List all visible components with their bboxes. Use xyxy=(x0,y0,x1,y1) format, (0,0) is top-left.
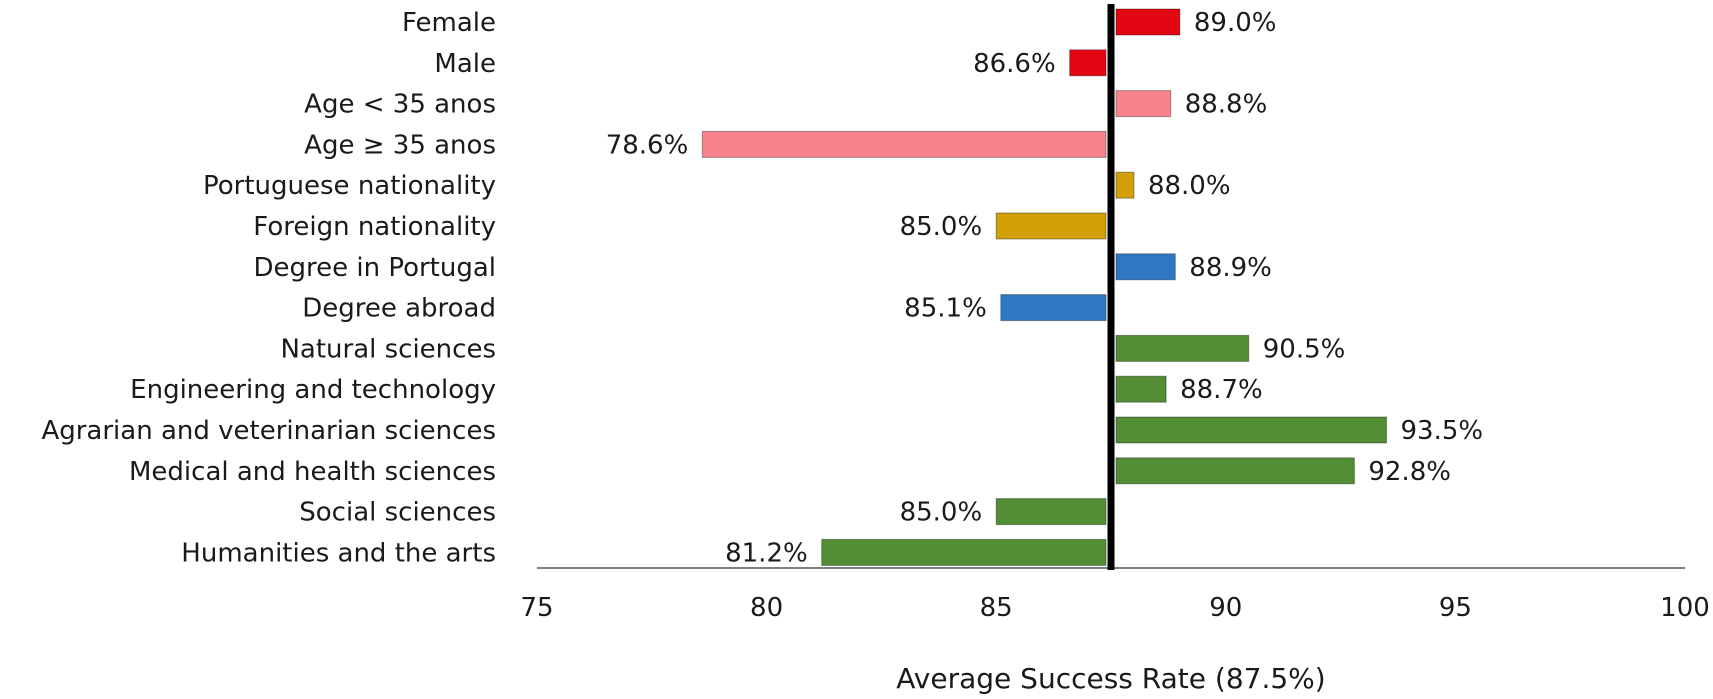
category-label: Degree in Portugal xyxy=(253,253,496,283)
data-label: 78.6% xyxy=(606,130,689,160)
data-label: 92.8% xyxy=(1368,457,1451,487)
data-label: 86.6% xyxy=(973,49,1056,79)
category-label: Age ≥ 35 anos xyxy=(304,130,496,160)
data-label: 85.1% xyxy=(904,294,987,324)
x-tick-label: 80 xyxy=(750,593,783,623)
bar xyxy=(821,538,1107,566)
data-label: 89.0% xyxy=(1194,8,1277,38)
labels-layer: Female 89.0% Male 86.6% Age < 35 anos 88.8% Ag… xyxy=(41,8,1483,568)
category-label: Portuguese nationality xyxy=(203,171,496,201)
x-tick-label: 75 xyxy=(520,593,553,623)
category-label: Natural sciences xyxy=(280,334,496,364)
category-label: Agrarian and veterinarian sciences xyxy=(41,416,496,446)
bar xyxy=(1000,294,1107,322)
category-label: Male xyxy=(434,49,496,79)
x-tick-label: 100 xyxy=(1660,593,1710,623)
data-label: 88.0% xyxy=(1148,171,1231,201)
data-label: 88.9% xyxy=(1189,253,1272,283)
data-label: 93.5% xyxy=(1401,416,1484,446)
ticks-layer: 75 80 85 90 95 100 xyxy=(520,593,1709,623)
bar xyxy=(1115,457,1355,485)
category-label: Foreign nationality xyxy=(253,212,496,242)
category-label: Age < 35 anos xyxy=(304,90,496,120)
x-axis-title: Average Success Rate (87.5%) xyxy=(896,662,1325,695)
bar xyxy=(995,498,1107,526)
bar xyxy=(1115,171,1135,199)
category-label: Female xyxy=(402,8,496,38)
bar xyxy=(995,212,1107,240)
bar xyxy=(1115,334,1250,362)
bar xyxy=(1115,375,1167,403)
category-label: Social sciences xyxy=(299,498,496,528)
data-label: 85.0% xyxy=(900,498,983,528)
data-label: 90.5% xyxy=(1263,334,1346,364)
category-label: Degree abroad xyxy=(302,294,496,324)
data-label: 81.2% xyxy=(725,538,808,568)
x-tick-label: 90 xyxy=(1209,593,1242,623)
category-label: Humanities and the arts xyxy=(181,538,496,568)
category-label: Engineering and technology xyxy=(130,375,496,405)
data-label: 88.8% xyxy=(1185,90,1268,120)
x-tick-label: 95 xyxy=(1439,593,1472,623)
bar xyxy=(701,130,1107,158)
bar xyxy=(1115,253,1176,281)
data-label: 88.7% xyxy=(1180,375,1263,405)
bar xyxy=(1115,416,1388,444)
bar xyxy=(1115,8,1181,36)
bar xyxy=(1115,90,1172,118)
bars-layer xyxy=(701,8,1388,566)
bar xyxy=(1069,49,1107,77)
x-tick-label: 85 xyxy=(980,593,1013,623)
data-label: 85.0% xyxy=(900,212,983,242)
category-label: Medical and health sciences xyxy=(129,457,496,487)
